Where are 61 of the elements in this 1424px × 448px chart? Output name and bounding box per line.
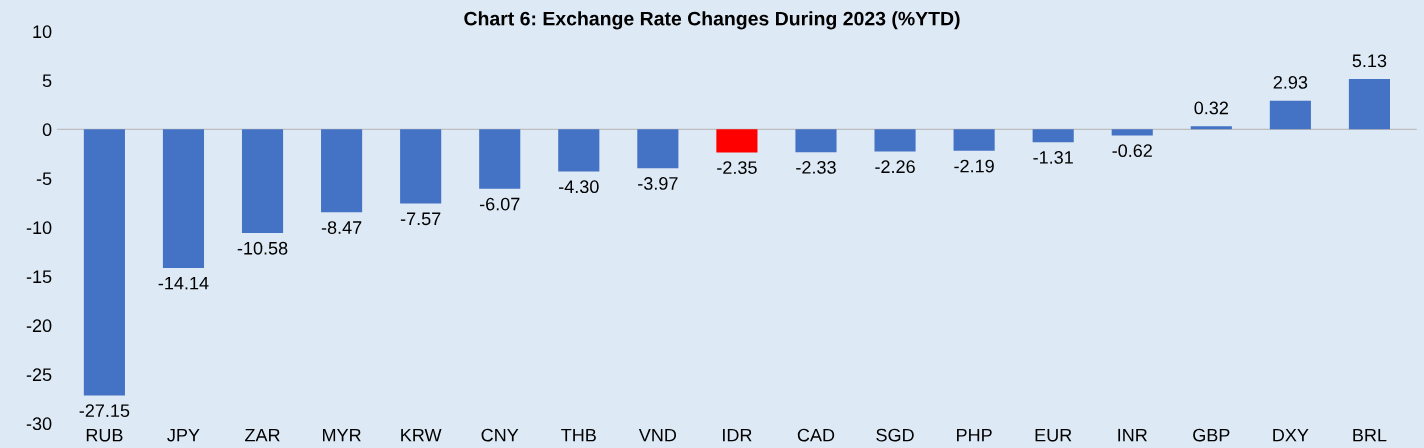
bar (716, 129, 758, 153)
data-label: -7.57 (400, 212, 441, 226)
bar (400, 129, 442, 204)
x-tick-label: DXY (1273, 428, 1309, 442)
y-tick-label: 5 (42, 74, 52, 88)
data-label: -4.30 (559, 180, 599, 194)
x-tick-label: VND (638, 428, 677, 442)
chart-title: Chart 6: Exchange Rate Changes During 2023 (%YTD) (464, 11, 960, 30)
x-tick-label: ZAR (245, 428, 280, 442)
y-tick-label: -10 (26, 221, 52, 235)
bar (241, 129, 284, 234)
x-tick-label: THB (561, 428, 596, 442)
data-label: -2.26 (875, 160, 915, 174)
bar (1111, 129, 1153, 136)
x-tick-label: KRW (401, 428, 442, 442)
y-tick-label: 0 (42, 123, 52, 137)
x-tick-label: BRL (1353, 428, 1387, 442)
y-tick-label: 10 (33, 25, 52, 39)
data-label: -8.47 (321, 221, 362, 234)
data-label: -0.62 (1112, 144, 1152, 158)
x-tick-label: SGD (876, 428, 914, 442)
data-label: -1.31 (1033, 151, 1073, 164)
bar (162, 129, 205, 268)
y-tick-label: -5 (36, 172, 52, 186)
x-tick-label: RUB (86, 428, 123, 442)
data-label: -6.07 (479, 197, 520, 211)
data-label: -27.15 (79, 404, 130, 418)
bar (321, 129, 363, 213)
bar (558, 129, 600, 172)
data-label: 2.93 (1273, 75, 1308, 89)
x-tick-label: EUR (1035, 428, 1072, 442)
bar (874, 129, 916, 152)
x-tick-label: JPY (167, 428, 200, 442)
y-tick-label: -30 (26, 417, 52, 431)
bar (637, 129, 679, 169)
data-label: -3.97 (638, 177, 678, 190)
x-tick-label: INR (1118, 428, 1147, 442)
x-tick-label: CAD (797, 428, 835, 442)
data-label: -2.33 (796, 161, 836, 174)
x-tick-label: GBP (1193, 428, 1230, 442)
bar (1269, 100, 1311, 130)
x-tick-label: MYR (323, 428, 361, 442)
data-label: 5.13 (1352, 54, 1387, 68)
data-label: -10.58 (237, 241, 288, 255)
x-tick-label: IDR (723, 428, 752, 442)
bar (1190, 126, 1232, 130)
x-tick-label: CNY (481, 428, 519, 442)
bar (1348, 79, 1390, 130)
data-label: -14.14 (158, 276, 209, 290)
bar (795, 129, 837, 153)
bar (83, 129, 125, 396)
bar (479, 129, 521, 189)
x-tick-label: PHP (957, 428, 992, 442)
y-tick-label: -20 (26, 319, 52, 333)
data-label: -2.19 (954, 159, 994, 173)
y-tick-label: -25 (26, 368, 52, 382)
bar (953, 129, 995, 151)
data-label: -2.35 (717, 161, 757, 174)
data-label: 0.32 (1194, 101, 1228, 115)
bar (1032, 129, 1074, 143)
y-tick-label: -15 (26, 270, 52, 284)
